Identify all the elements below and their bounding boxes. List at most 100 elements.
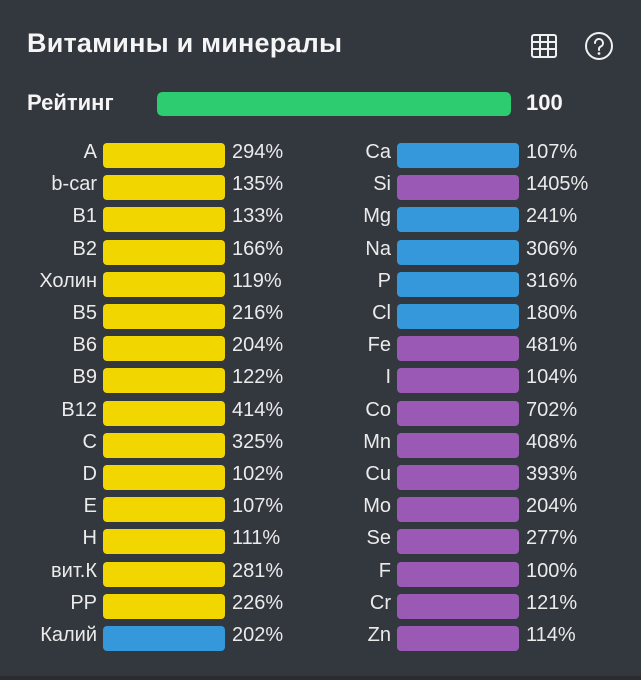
nutrient-percent: 122%: [232, 366, 284, 388]
page-title: Витамины и минералы: [27, 28, 343, 58]
nutrient-bar: [397, 143, 519, 168]
nutrient-bar: [397, 433, 519, 458]
nutrient-percent: 481%: [526, 334, 578, 356]
nutrient-bar: [397, 304, 519, 329]
nutrient-bar: [103, 529, 225, 554]
nutrient-percent: 316%: [526, 270, 578, 292]
nutrient-percent: 135%: [232, 173, 284, 195]
nutrient-label: E: [83, 495, 97, 517]
nutrient-bar: [103, 562, 225, 587]
nutrient-label: P: [377, 270, 391, 292]
nutrient-label: Mo: [363, 495, 391, 517]
nutrient-label: Cu: [365, 463, 391, 485]
nutrient-bar: [103, 336, 225, 361]
nutrient-bar: [397, 529, 519, 554]
nutrient-percent: 104%: [526, 366, 578, 388]
nutrient-bar: [397, 240, 519, 265]
nutrient-percent: 107%: [526, 141, 578, 163]
nutrient-bar: [103, 143, 225, 168]
nutrient-bar: [397, 336, 519, 361]
nutrient-label: B5: [72, 302, 97, 324]
nutrient-percent: 277%: [526, 527, 578, 549]
nutrient-bar: [397, 368, 519, 393]
nutrient-label: Si: [373, 173, 391, 195]
rating-bar: [157, 92, 511, 116]
table-grid-icon[interactable]: [528, 30, 560, 62]
nutrient-percent: 107%: [232, 495, 284, 517]
nutrient-percent: 204%: [526, 495, 578, 517]
nutrient-label: Mn: [363, 431, 391, 453]
nutrient-bar: [397, 401, 519, 426]
nutrient-label: PP: [70, 592, 97, 614]
nutrient-bar: [103, 626, 225, 651]
nutrient-bar: [397, 207, 519, 232]
nutrient-bar: [397, 594, 519, 619]
nutrient-percent: 306%: [526, 238, 578, 260]
nutrient-label: Cl: [372, 302, 391, 324]
help-circle-icon[interactable]: [583, 30, 615, 62]
nutrient-bar: [103, 207, 225, 232]
nutrient-bar: [103, 401, 225, 426]
nutrient-label: Холин: [39, 270, 97, 292]
nutrient-percent: 204%: [232, 334, 284, 356]
nutrient-label: B12: [61, 399, 97, 421]
nutrient-percent: 119%: [232, 270, 282, 292]
nutrient-label: Zn: [367, 624, 391, 646]
nutrient-percent: 166%: [232, 238, 284, 260]
nutrient-label: Co: [365, 399, 391, 421]
nutrient-bar: [103, 272, 225, 297]
bottom-edge: [0, 676, 641, 680]
nutrient-label: D: [82, 463, 97, 485]
nutrient-label: H: [82, 527, 97, 549]
nutrient-label: Mg: [363, 205, 391, 227]
rating-value: 100: [526, 90, 563, 115]
nutrient-label: B9: [72, 366, 97, 388]
nutrient-percent: 100%: [526, 560, 578, 582]
nutrient-bar: [397, 626, 519, 651]
nutrient-label: I: [385, 366, 391, 388]
nutrient-label: Cr: [369, 592, 391, 614]
nutrient-bar: [397, 562, 519, 587]
nutrient-percent: 216%: [232, 302, 284, 324]
nutrient-bar: [103, 465, 225, 490]
rating-bar-fill: [157, 92, 511, 116]
nutrient-label: b-car: [51, 173, 97, 195]
nutrient-label: вит.К: [51, 560, 97, 582]
nutrient-label: Na: [365, 238, 391, 260]
nutrient-percent: 325%: [232, 431, 284, 453]
nutrient-percent: 121%: [526, 592, 578, 614]
nutrient-label: F: [378, 560, 391, 582]
nutrient-percent: 111%: [232, 527, 281, 549]
nutrient-percent: 226%: [232, 592, 284, 614]
nutrient-label: B2: [72, 238, 97, 260]
nutrient-percent: 393%: [526, 463, 578, 485]
nutrient-percent: 180%: [526, 302, 578, 324]
nutrient-percent: 1405%: [526, 173, 589, 195]
nutrient-percent: 702%: [526, 399, 578, 421]
nutrient-percent: 294%: [232, 141, 284, 163]
nutrient-percent: 114%: [526, 624, 576, 646]
nutrient-label: Se: [366, 527, 391, 549]
nutrient-bar: [397, 465, 519, 490]
nutrient-percent: 202%: [232, 624, 284, 646]
nutrient-percent: 102%: [232, 463, 284, 485]
nutrient-bar: [397, 497, 519, 522]
rating-label: Рейтинг: [27, 90, 114, 115]
nutrient-percent: 241%: [526, 205, 578, 227]
nutrient-bar: [103, 433, 225, 458]
nutrient-bar: [103, 594, 225, 619]
nutrient-bar: [397, 175, 519, 200]
nutrient-label: B6: [72, 334, 97, 356]
nutrient-percent: 414%: [232, 399, 284, 421]
nutrient-label: B1: [72, 205, 97, 227]
nutrient-percent: 133%: [232, 205, 284, 227]
nutrient-bar: [103, 304, 225, 329]
nutrient-bar: [103, 240, 225, 265]
nutrient-bar: [103, 497, 225, 522]
nutrient-bar: [103, 175, 225, 200]
nutrient-label: Калий: [40, 624, 97, 646]
nutrient-percent: 281%: [232, 560, 284, 582]
nutrient-label: C: [82, 431, 97, 453]
nutrient-label: A: [83, 141, 97, 163]
nutrient-bar: [103, 368, 225, 393]
